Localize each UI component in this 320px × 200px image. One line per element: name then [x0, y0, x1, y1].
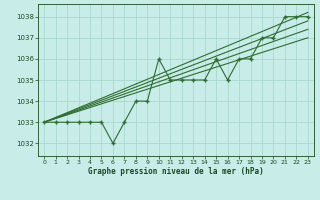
- X-axis label: Graphe pression niveau de la mer (hPa): Graphe pression niveau de la mer (hPa): [88, 167, 264, 176]
